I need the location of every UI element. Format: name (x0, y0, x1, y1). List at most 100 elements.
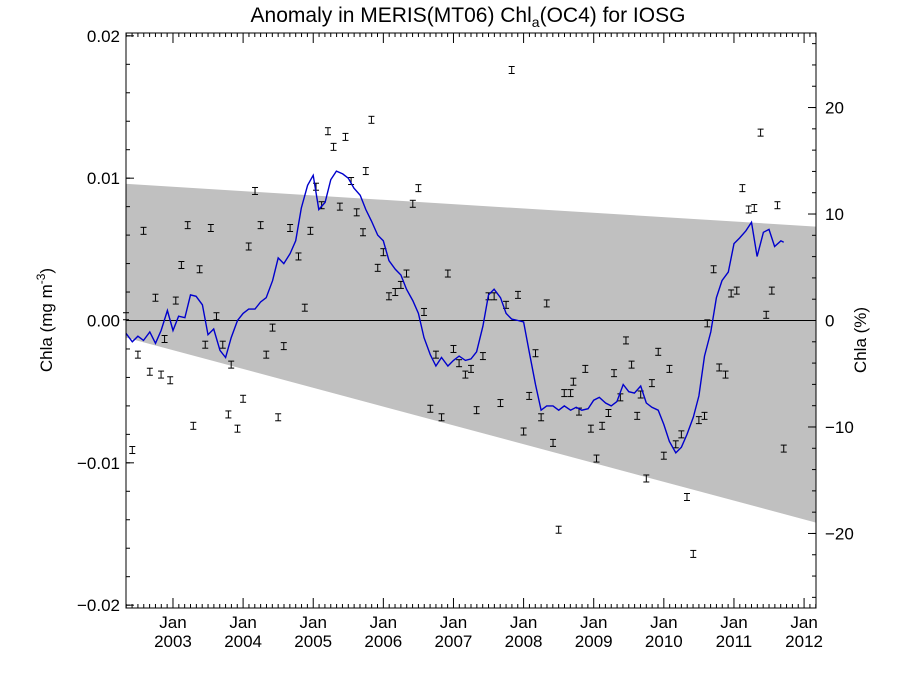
x-tick-year: 2007 (435, 632, 473, 651)
data-point (757, 128, 764, 137)
x-tick-month: Jan (510, 613, 537, 632)
x-tick-month: Jan (790, 613, 817, 632)
data-point (514, 290, 521, 299)
smoothed-anomaly-line (126, 170, 785, 455)
data-point (593, 454, 600, 463)
data-point (497, 399, 504, 408)
y2-tick-label: 0 (825, 312, 834, 331)
data-point (374, 263, 381, 272)
y-tick-label: −0.02 (77, 596, 120, 615)
data-point (444, 269, 451, 278)
data-point (739, 184, 746, 193)
data-point (360, 228, 367, 237)
data-point (342, 132, 349, 141)
data-point (733, 286, 740, 295)
data-point (508, 66, 515, 75)
data-point (648, 379, 655, 388)
data-point (196, 265, 203, 274)
data-point (245, 242, 252, 251)
data-point (307, 226, 314, 235)
data-point (473, 406, 480, 415)
data-point (543, 299, 550, 308)
data-point (538, 413, 545, 422)
x-tick-year: 2009 (575, 632, 613, 651)
data-point (336, 202, 343, 211)
y2-axis-label: Chla (%) (851, 307, 870, 373)
data-point (134, 350, 141, 359)
y-tick-label: 0.02 (87, 27, 120, 46)
data-point (240, 394, 247, 403)
data-point (672, 440, 679, 449)
data-point (622, 336, 629, 345)
data-point (287, 223, 294, 232)
data-point (695, 416, 702, 425)
data-point (520, 427, 527, 436)
data-point (599, 421, 606, 430)
data-point (172, 296, 179, 305)
x-tick-month: Jan (580, 613, 607, 632)
data-point (403, 269, 410, 278)
x-tick-year: 2012 (785, 632, 823, 651)
x-tick-month: Jan (650, 613, 677, 632)
data-point (207, 223, 214, 232)
data-point (190, 421, 197, 430)
data-point (479, 352, 486, 361)
data-point (728, 289, 735, 298)
data-point (666, 364, 673, 373)
data-point (263, 350, 270, 359)
data-point (582, 364, 589, 373)
x-tick-year: 2008 (505, 632, 543, 651)
y-tick-label: −0.01 (77, 454, 120, 473)
data-point (526, 391, 533, 400)
data-point (683, 492, 690, 501)
y-tick-label: 0.00 (87, 312, 120, 331)
data-point (751, 204, 758, 213)
data-point (774, 201, 781, 210)
data-point (234, 424, 241, 433)
data-point (605, 409, 612, 418)
data-point (634, 411, 641, 420)
x-tick-year: 2004 (224, 632, 262, 651)
data-point (392, 288, 399, 297)
y2-tick-label: 10 (825, 205, 844, 224)
data-point (570, 377, 577, 386)
data-point (745, 205, 752, 214)
data-point (161, 335, 168, 344)
x-tick-month: Jan (440, 613, 467, 632)
data-point (655, 347, 662, 356)
data-point (643, 474, 650, 483)
data-point (213, 312, 220, 321)
data-point (362, 167, 369, 176)
data-point (275, 413, 282, 422)
data-point (763, 310, 770, 319)
data-point (462, 370, 469, 379)
x-tick-year: 2011 (716, 632, 753, 651)
y2-tick-label: −20 (825, 524, 854, 543)
data-point (252, 186, 259, 195)
y-tick-label: 0.01 (87, 169, 120, 188)
data-point (184, 221, 191, 230)
data-point (421, 307, 428, 316)
data-point (225, 410, 232, 419)
data-point (280, 342, 287, 351)
data-point (532, 349, 539, 358)
data-point (178, 260, 185, 269)
data-point (438, 413, 445, 422)
data-point (129, 446, 136, 455)
x-tick-year: 2005 (294, 632, 332, 651)
data-point (456, 359, 463, 368)
data-point (710, 265, 717, 274)
data-point (330, 142, 337, 151)
data-point (567, 389, 574, 398)
data-point (660, 451, 667, 460)
confidence-band (126, 183, 816, 523)
data-point (561, 389, 568, 398)
data-point (722, 370, 729, 379)
data-point (415, 184, 422, 193)
data-point (716, 363, 723, 372)
data-point (690, 549, 697, 558)
data-point (167, 376, 174, 385)
data-point (219, 340, 226, 349)
x-tick-year: 2006 (364, 632, 402, 651)
